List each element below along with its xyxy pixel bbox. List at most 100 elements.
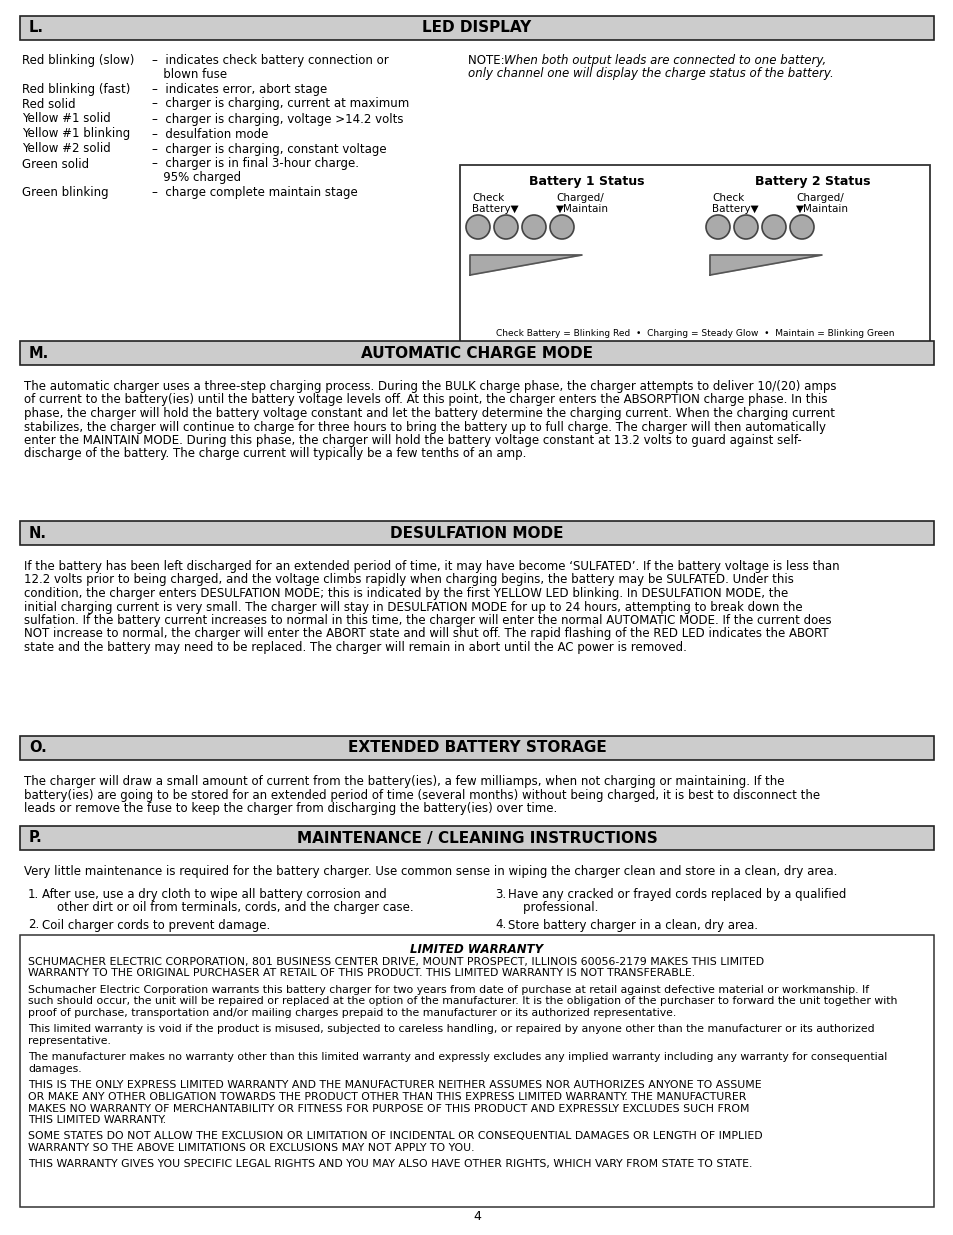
Text: condition, the charger enters DESULFATION MODE; this is indicated by the first Y: condition, the charger enters DESULFATIO… bbox=[24, 587, 787, 600]
Text: Battery▼: Battery▼ bbox=[472, 204, 518, 214]
Text: THIS LIMITED WARRANTY.: THIS LIMITED WARRANTY. bbox=[28, 1115, 166, 1125]
Text: This limited warranty is void if the product is misused, subjected to careless h: This limited warranty is void if the pro… bbox=[28, 1025, 874, 1035]
Text: 12.2 volts prior to being charged, and the voltage climbs rapidly when charging : 12.2 volts prior to being charged, and t… bbox=[24, 573, 793, 587]
Text: 95% charged: 95% charged bbox=[152, 170, 241, 184]
Text: –  charger is charging, voltage >14.2 volts: – charger is charging, voltage >14.2 vol… bbox=[152, 112, 403, 126]
Circle shape bbox=[550, 215, 574, 240]
Text: The manufacturer makes no warranty other than this limited warranty and expressl: The manufacturer makes no warranty other… bbox=[28, 1052, 886, 1062]
Text: –  charger is charging, current at maximum: – charger is charging, current at maximu… bbox=[152, 98, 409, 110]
Text: initial charging current is very small. The charger will stay in DESULFATION MOD: initial charging current is very small. … bbox=[24, 600, 801, 614]
Text: –  indicates check battery connection or: – indicates check battery connection or bbox=[152, 54, 388, 67]
Circle shape bbox=[789, 215, 813, 240]
Polygon shape bbox=[470, 254, 581, 275]
Text: 3.: 3. bbox=[495, 888, 506, 902]
FancyBboxPatch shape bbox=[20, 16, 933, 40]
Text: –  indicates error, abort stage: – indicates error, abort stage bbox=[152, 83, 327, 95]
Polygon shape bbox=[709, 254, 821, 275]
Text: ▼Maintain: ▼Maintain bbox=[556, 204, 608, 214]
FancyBboxPatch shape bbox=[459, 165, 929, 345]
Text: Very little maintenance is required for the battery charger. Use common sense in: Very little maintenance is required for … bbox=[24, 864, 837, 878]
Text: Store battery charger in a clean, dry area.: Store battery charger in a clean, dry ar… bbox=[507, 919, 758, 931]
Text: The charger will draw a small amount of current from the battery(ies), a few mil: The charger will draw a small amount of … bbox=[24, 776, 783, 788]
Circle shape bbox=[705, 215, 729, 240]
Text: Yellow #1 blinking: Yellow #1 blinking bbox=[22, 127, 131, 141]
Text: If the battery has been left discharged for an extended period of time, it may h: If the battery has been left discharged … bbox=[24, 559, 839, 573]
Text: only channel one will display the charge status of the battery.: only channel one will display the charge… bbox=[468, 68, 833, 80]
Text: –  charge complete maintain stage: – charge complete maintain stage bbox=[152, 186, 357, 199]
Text: of current to the battery(ies) until the battery voltage levels off. At this poi: of current to the battery(ies) until the… bbox=[24, 394, 826, 406]
Text: WARRANTY SO THE ABOVE LIMITATIONS OR EXCLUSIONS MAY NOT APPLY TO YOU.: WARRANTY SO THE ABOVE LIMITATIONS OR EXC… bbox=[28, 1144, 474, 1153]
Text: Schumacher Electric Corporation warrants this battery charger for two years from: Schumacher Electric Corporation warrants… bbox=[28, 986, 868, 995]
Text: Check: Check bbox=[472, 193, 504, 203]
Text: AUTOMATIC CHARGE MODE: AUTOMATIC CHARGE MODE bbox=[360, 346, 593, 361]
Text: SOME STATES DO NOT ALLOW THE EXCLUSION OR LIMITATION OF INCIDENTAL OR CONSEQUENT: SOME STATES DO NOT ALLOW THE EXCLUSION O… bbox=[28, 1131, 761, 1141]
Text: such should occur, the unit will be repaired or replaced at the option of the ma: such should occur, the unit will be repa… bbox=[28, 997, 897, 1007]
Text: –  charger is charging, constant voltage: – charger is charging, constant voltage bbox=[152, 142, 386, 156]
Text: Yellow #2 solid: Yellow #2 solid bbox=[22, 142, 111, 156]
Circle shape bbox=[494, 215, 517, 240]
Text: Yellow #1 solid: Yellow #1 solid bbox=[22, 112, 111, 126]
Text: NOT increase to normal, the charger will enter the ABORT state and will shut off: NOT increase to normal, the charger will… bbox=[24, 627, 828, 641]
Text: M.: M. bbox=[29, 346, 50, 361]
Text: discharge of the battery. The charge current will typically be a few tenths of a: discharge of the battery. The charge cur… bbox=[24, 447, 526, 461]
Text: DESULFATION MODE: DESULFATION MODE bbox=[390, 526, 563, 541]
Text: Check Battery = Blinking Red  •  Charging = Steady Glow  •  Maintain = Blinking : Check Battery = Blinking Red • Charging … bbox=[496, 329, 893, 337]
Text: other dirt or oil from terminals, cords, and the charger case.: other dirt or oil from terminals, cords,… bbox=[42, 902, 414, 914]
Text: Green blinking: Green blinking bbox=[22, 186, 109, 199]
Text: MAINTENANCE / CLEANING INSTRUCTIONS: MAINTENANCE / CLEANING INSTRUCTIONS bbox=[296, 830, 657, 846]
Text: enter the MAINTAIN MODE. During this phase, the charger will hold the battery vo: enter the MAINTAIN MODE. During this pha… bbox=[24, 433, 801, 447]
Text: representative.: representative. bbox=[28, 1036, 111, 1046]
FancyBboxPatch shape bbox=[20, 341, 933, 366]
Text: Red blinking (slow): Red blinking (slow) bbox=[22, 54, 134, 67]
Text: 2.: 2. bbox=[28, 919, 39, 931]
Text: SCHUMACHER ELECTRIC CORPORATION, 801 BUSINESS CENTER DRIVE, MOUNT PROSPECT, ILLI: SCHUMACHER ELECTRIC CORPORATION, 801 BUS… bbox=[28, 957, 763, 967]
Text: N.: N. bbox=[29, 526, 47, 541]
FancyBboxPatch shape bbox=[20, 736, 933, 760]
Text: L.: L. bbox=[29, 21, 44, 36]
Text: stabilizes, the charger will continue to charge for three hours to bring the bat: stabilizes, the charger will continue to… bbox=[24, 420, 825, 433]
Text: Red solid: Red solid bbox=[22, 98, 75, 110]
Text: Coil charger cords to prevent damage.: Coil charger cords to prevent damage. bbox=[42, 919, 270, 931]
Text: LIMITED WARRANTY: LIMITED WARRANTY bbox=[410, 944, 543, 956]
Text: –  charger is in final 3-hour charge.: – charger is in final 3-hour charge. bbox=[152, 158, 358, 170]
Text: WARRANTY TO THE ORIGINAL PURCHASER AT RETAIL OF THIS PRODUCT. THIS LIMITED WARRA: WARRANTY TO THE ORIGINAL PURCHASER AT RE… bbox=[28, 968, 695, 978]
Text: MAKES NO WARRANTY OF MERCHANTABILITY OR FITNESS FOR PURPOSE OF THIS PRODUCT AND : MAKES NO WARRANTY OF MERCHANTABILITY OR … bbox=[28, 1104, 749, 1114]
Text: Red blinking (fast): Red blinking (fast) bbox=[22, 83, 131, 95]
Text: Check: Check bbox=[711, 193, 743, 203]
Text: blown fuse: blown fuse bbox=[152, 68, 227, 80]
Text: leads or remove the fuse to keep the charger from discharging the battery(ies) o: leads or remove the fuse to keep the cha… bbox=[24, 802, 557, 815]
Text: battery(ies) are going to be stored for an extended period of time (several mont: battery(ies) are going to be stored for … bbox=[24, 788, 820, 802]
Circle shape bbox=[761, 215, 785, 240]
Text: Battery 1 Status: Battery 1 Status bbox=[529, 175, 644, 188]
Text: 4: 4 bbox=[473, 1210, 480, 1223]
Text: proof of purchase, transportation and/or mailing charges prepaid to the manufact: proof of purchase, transportation and/or… bbox=[28, 1008, 676, 1018]
FancyBboxPatch shape bbox=[20, 826, 933, 850]
Text: The automatic charger uses a three-step charging process. During the BULK charge: The automatic charger uses a three-step … bbox=[24, 380, 836, 393]
Text: 4.: 4. bbox=[495, 919, 506, 931]
Text: damages.: damages. bbox=[28, 1065, 82, 1074]
Text: OR MAKE ANY OTHER OBLIGATION TOWARDS THE PRODUCT OTHER THAN THIS EXPRESS LIMITED: OR MAKE ANY OTHER OBLIGATION TOWARDS THE… bbox=[28, 1092, 745, 1102]
Text: Battery 2 Status: Battery 2 Status bbox=[754, 175, 869, 188]
Text: ▼Maintain: ▼Maintain bbox=[795, 204, 848, 214]
Text: THIS WARRANTY GIVES YOU SPECIFIC LEGAL RIGHTS AND YOU MAY ALSO HAVE OTHER RIGHTS: THIS WARRANTY GIVES YOU SPECIFIC LEGAL R… bbox=[28, 1160, 752, 1170]
Text: LED DISPLAY: LED DISPLAY bbox=[422, 21, 531, 36]
Text: EXTENDED BATTERY STORAGE: EXTENDED BATTERY STORAGE bbox=[347, 741, 606, 756]
FancyBboxPatch shape bbox=[20, 521, 933, 545]
Text: –  desulfation mode: – desulfation mode bbox=[152, 127, 268, 141]
Text: state and the battery may need to be replaced. The charger will remain in abort : state and the battery may need to be rep… bbox=[24, 641, 686, 655]
FancyBboxPatch shape bbox=[20, 935, 933, 1207]
Text: Green solid: Green solid bbox=[22, 158, 89, 170]
Circle shape bbox=[521, 215, 545, 240]
Text: O.: O. bbox=[29, 741, 47, 756]
Text: When both output leads are connected to one battery,: When both output leads are connected to … bbox=[503, 54, 825, 67]
Text: Charged/: Charged/ bbox=[556, 193, 603, 203]
Text: sulfation. If the battery current increases to normal in this time, the charger : sulfation. If the battery current increa… bbox=[24, 614, 831, 627]
Text: P.: P. bbox=[29, 830, 43, 846]
Text: After use, use a dry cloth to wipe all battery corrosion and: After use, use a dry cloth to wipe all b… bbox=[42, 888, 386, 902]
Circle shape bbox=[733, 215, 758, 240]
Circle shape bbox=[465, 215, 490, 240]
Text: NOTE:: NOTE: bbox=[468, 54, 508, 67]
Text: professional.: professional. bbox=[507, 902, 598, 914]
Text: Charged/: Charged/ bbox=[795, 193, 842, 203]
Text: 1.: 1. bbox=[28, 888, 39, 902]
